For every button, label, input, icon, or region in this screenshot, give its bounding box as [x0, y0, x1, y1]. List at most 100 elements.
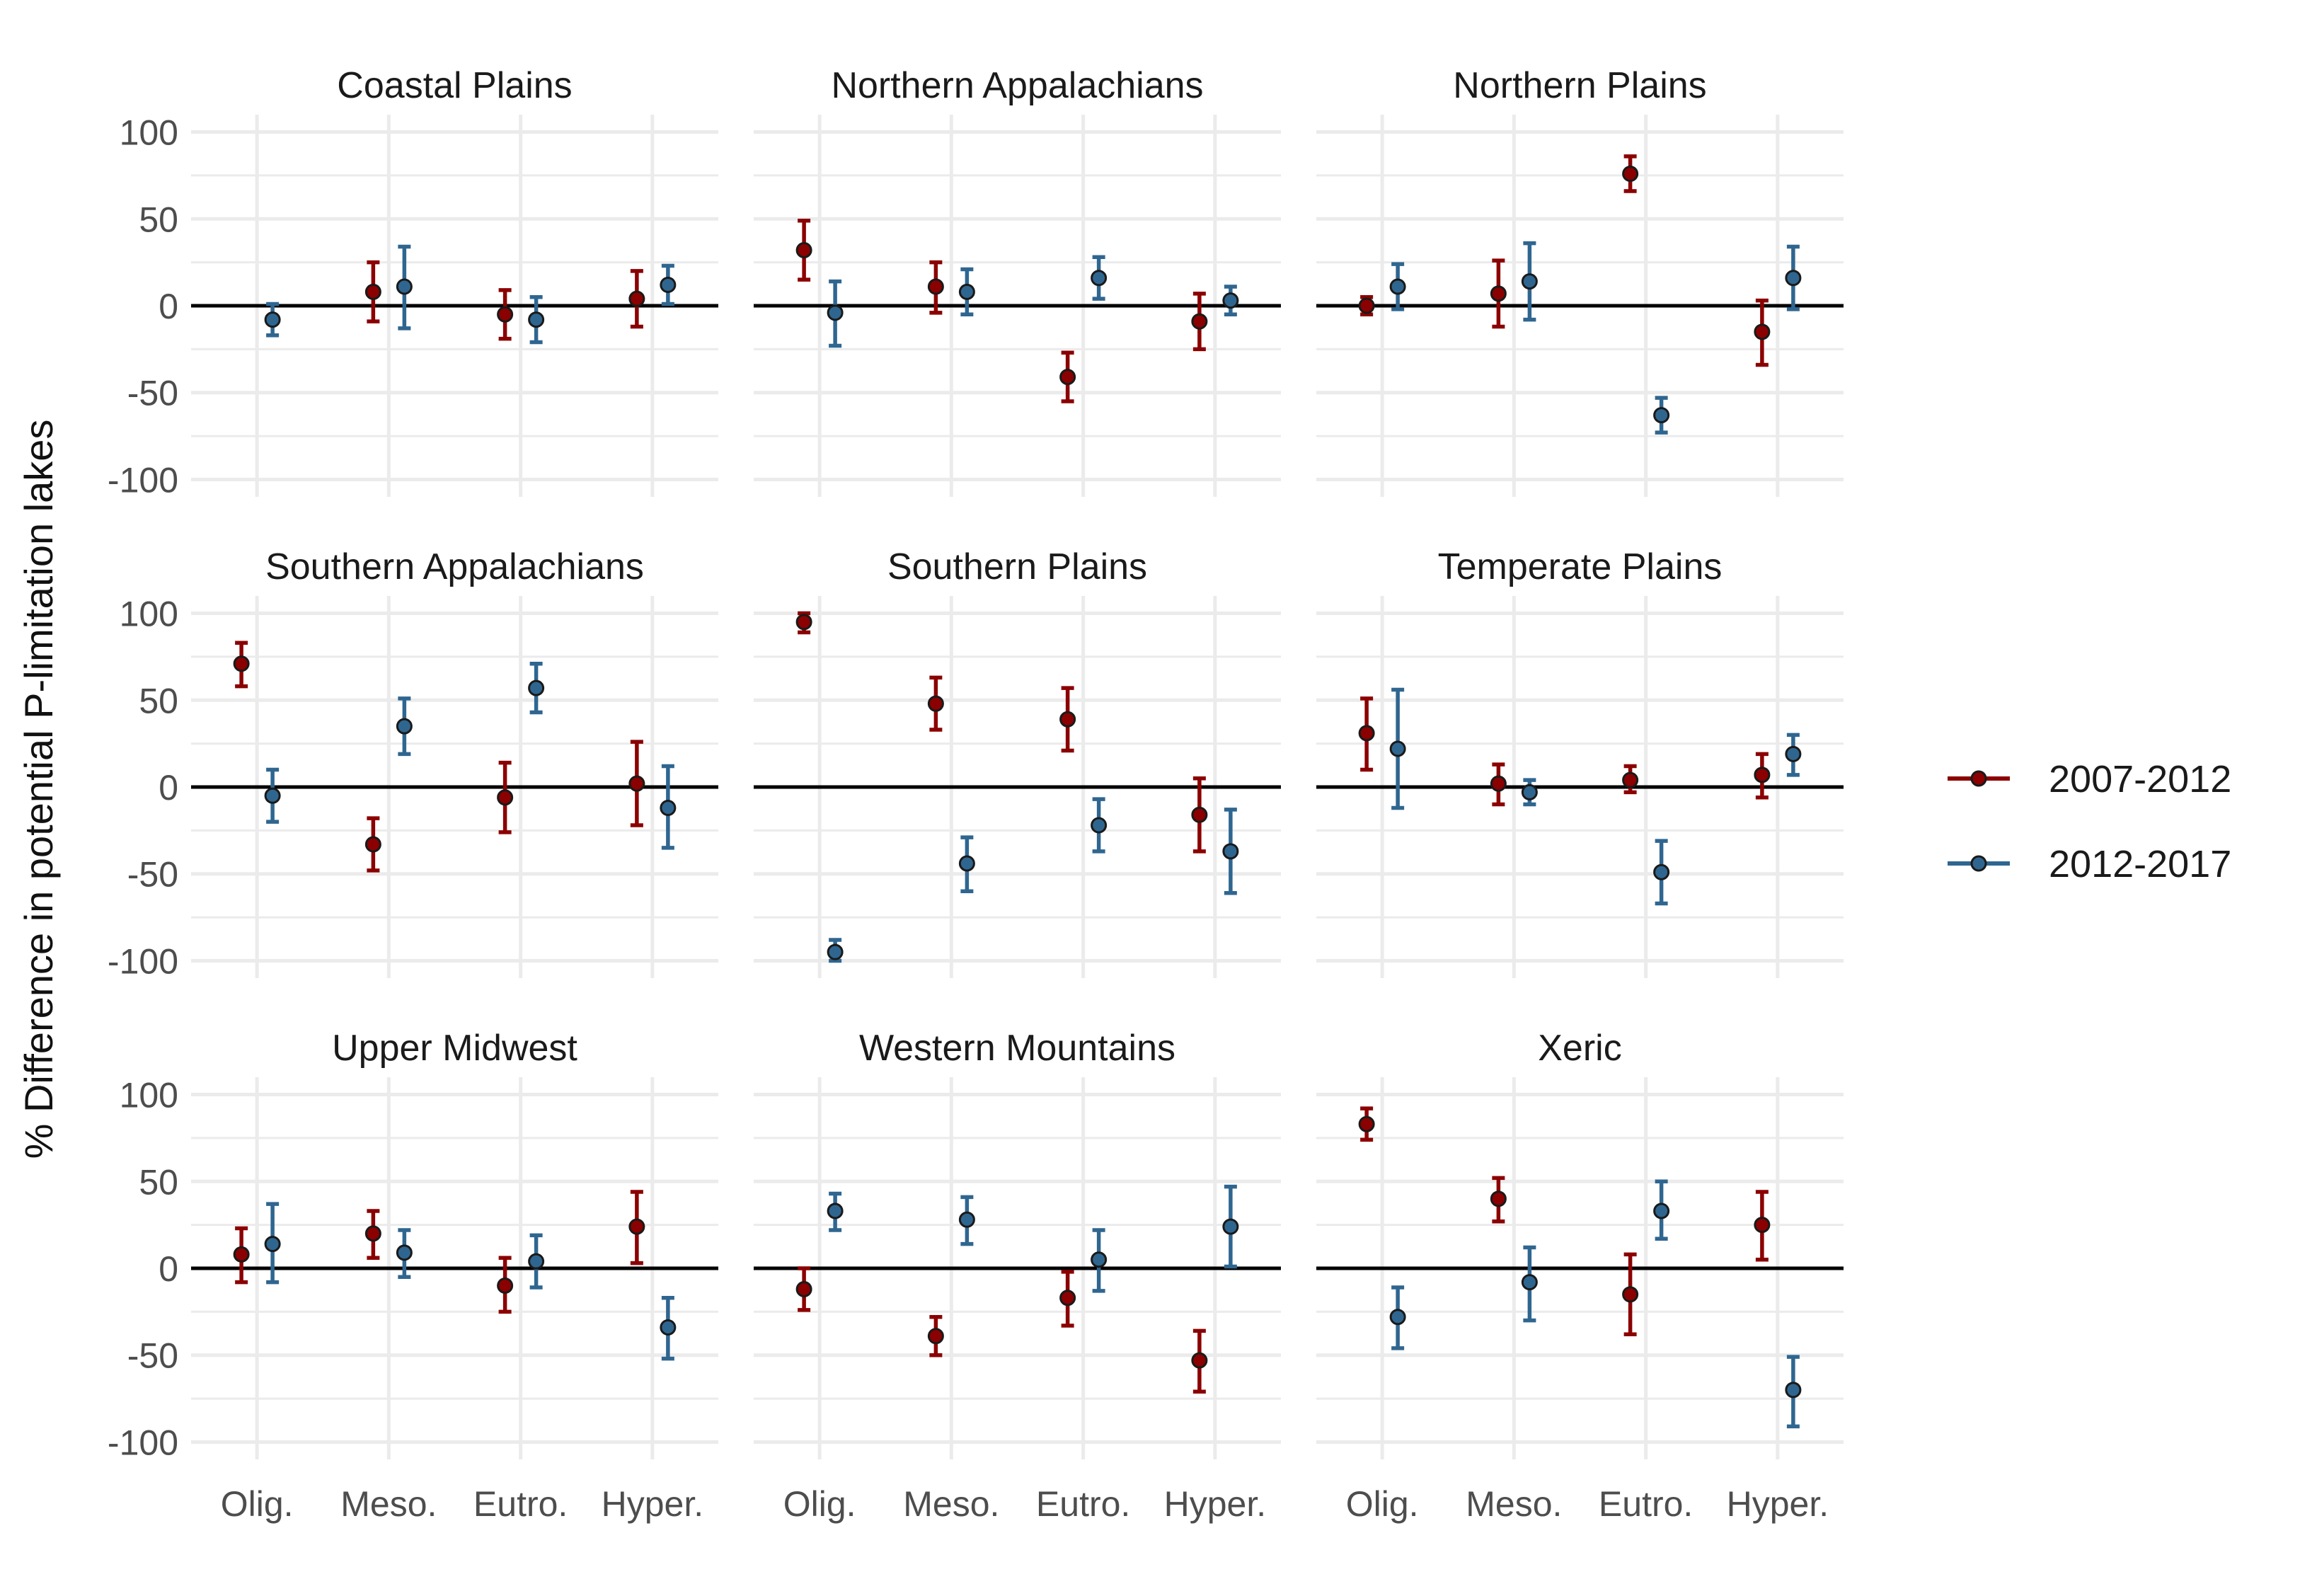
data-point [1389, 278, 1406, 295]
data-point [660, 277, 677, 294]
x-tick-label: Meso. [340, 1484, 437, 1524]
data-point [1389, 740, 1406, 757]
data-point [827, 943, 844, 960]
data-point [1358, 1115, 1375, 1132]
legend-key-point [1970, 770, 1987, 787]
data-point-group [1521, 778, 1538, 807]
data-point [364, 836, 381, 853]
data-point-group [528, 661, 545, 715]
data-point [528, 311, 545, 328]
data-point-group [1653, 839, 1670, 906]
data-point [1521, 783, 1538, 800]
data-point [396, 1244, 413, 1261]
y-tick-label: -50 [127, 855, 178, 895]
y-tick-label: 50 [139, 1162, 178, 1202]
data-point-group [827, 279, 844, 348]
data-point-group [827, 938, 844, 963]
panel-title: Upper Midwest [332, 1028, 577, 1069]
data-point-group [497, 288, 514, 341]
data-point-group [1091, 1228, 1108, 1293]
y-tick-label: -50 [127, 1336, 178, 1376]
data-point [795, 241, 812, 258]
y-tick-label: 0 [159, 768, 178, 808]
data-point [1222, 292, 1239, 309]
y-tick-label: 50 [139, 681, 178, 721]
data-point-group [1653, 396, 1670, 435]
data-point-group [396, 244, 413, 331]
data-point [827, 304, 844, 321]
facet-panel: Northern Plains [1316, 65, 1844, 497]
data-point-group [1389, 262, 1406, 311]
data-point [364, 283, 381, 300]
panel-title: Southern Plains [887, 546, 1147, 587]
data-point [1222, 843, 1239, 860]
data-point [396, 278, 413, 295]
data-point [958, 855, 975, 872]
data-point-group [497, 760, 514, 834]
data-point-group [1358, 696, 1375, 772]
data-point [528, 679, 545, 696]
data-point-group [1222, 285, 1239, 317]
data-point [628, 775, 645, 792]
data-point-group [958, 1195, 975, 1246]
data-point [1091, 817, 1108, 834]
data-point [1059, 711, 1076, 728]
data-point-group [628, 740, 645, 827]
data-point-group [795, 611, 812, 635]
data-point-group [1622, 764, 1639, 795]
x-tick-label: Olig. [783, 1484, 856, 1524]
data-point-group [1222, 1184, 1239, 1269]
data-point [1490, 1190, 1507, 1207]
data-point [497, 306, 514, 323]
data-point [264, 787, 281, 804]
data-point-group [497, 1256, 514, 1314]
facet-panels: Coastal Plains -100 -50 0 50 100 Northern Appa… [108, 65, 1844, 1524]
data-point [1490, 285, 1507, 302]
panel-title: Western Mountains [859, 1028, 1175, 1069]
data-point-group [233, 641, 250, 689]
data-point-group [1754, 298, 1771, 367]
data-point-group [1059, 350, 1076, 403]
y-tick-label: -100 [108, 941, 178, 981]
data-point [396, 718, 413, 735]
data-point-group [927, 1314, 944, 1357]
data-point [1653, 407, 1670, 424]
data-point-group [1191, 292, 1208, 352]
data-point-group [1191, 776, 1208, 854]
data-point-group [795, 1266, 812, 1312]
y-axis-label: % Difference in potential P-limitation l… [16, 420, 61, 1159]
data-point-group [660, 764, 677, 850]
legend: 2007-2012 2012-2017 [1948, 758, 2231, 885]
data-point-group [1785, 733, 1802, 777]
data-point-group [1754, 1190, 1771, 1262]
data-point [1059, 369, 1076, 386]
data-point [1622, 771, 1639, 788]
panel-title: Temperate Plains [1438, 546, 1723, 587]
y-tick-label: 100 [120, 113, 178, 153]
legend-label: 2007-2012 [2049, 758, 2231, 800]
data-point [1653, 1202, 1670, 1219]
facet-panel: Temperate Plains [1316, 546, 1844, 978]
data-point [1059, 1290, 1076, 1307]
data-point-group [1191, 1328, 1208, 1394]
data-point-group [958, 835, 975, 894]
data-point [1091, 270, 1108, 287]
data-point-group [1389, 687, 1406, 810]
data-point [827, 1202, 844, 1219]
legend-entry: 2012-2017 [1948, 843, 2231, 885]
data-point-group [1785, 1355, 1802, 1429]
data-point-group [1653, 1179, 1670, 1241]
data-point-group [264, 767, 281, 824]
x-tick-label: Hyper. [1727, 1484, 1829, 1524]
data-point-group [827, 1191, 844, 1232]
data-point-group [364, 1209, 381, 1261]
data-point [660, 799, 677, 816]
data-point [1389, 1309, 1406, 1326]
x-tick-label: Eutro. [473, 1484, 568, 1524]
data-point-group [1785, 244, 1802, 311]
data-point-group [1091, 797, 1108, 854]
data-point-group [628, 269, 645, 329]
data-point-group [927, 260, 944, 315]
data-point [1222, 1218, 1239, 1235]
data-point-group [396, 1228, 413, 1280]
